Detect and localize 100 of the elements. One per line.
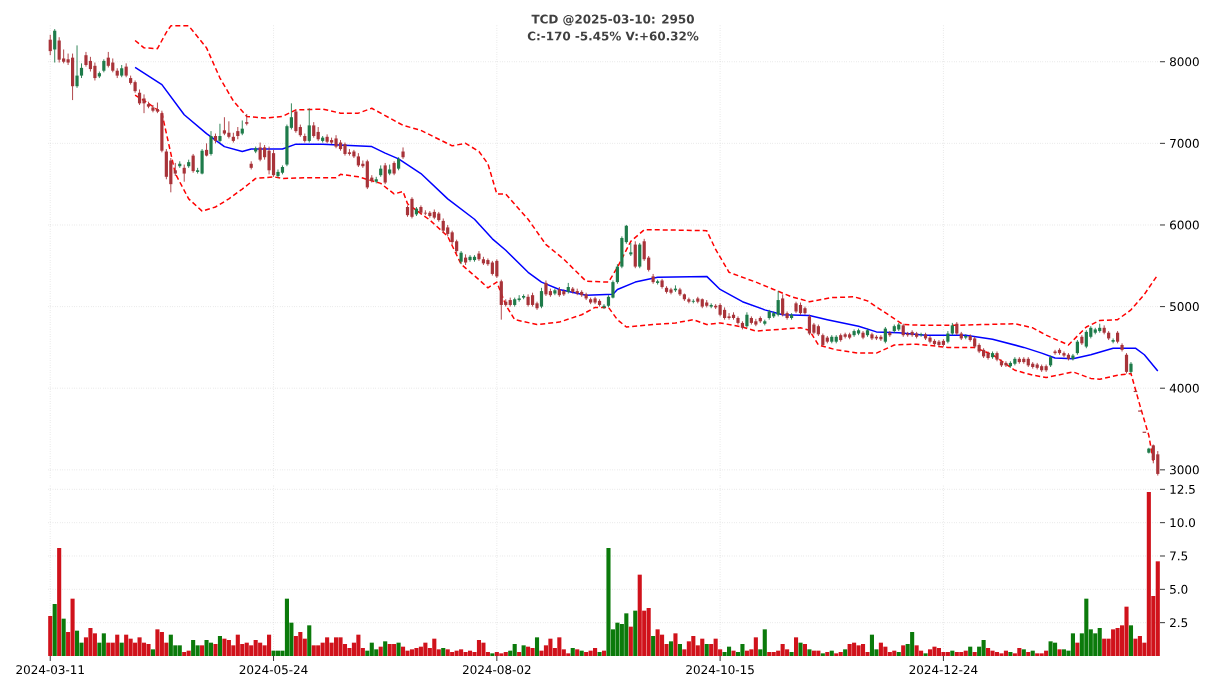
bar bbox=[208, 642, 214, 656]
x-tick-label: 2024-12-24 bbox=[909, 665, 978, 675]
bar bbox=[1057, 649, 1062, 656]
bar bbox=[624, 613, 629, 656]
bar bbox=[499, 653, 504, 656]
bar bbox=[258, 642, 263, 656]
candlestick bbox=[57, 36, 61, 63]
bar bbox=[57, 548, 62, 656]
bar bbox=[936, 648, 941, 656]
candlestick bbox=[539, 287, 544, 309]
bar bbox=[521, 645, 526, 656]
bar bbox=[878, 642, 883, 656]
candlestick bbox=[218, 123, 222, 143]
bar bbox=[892, 650, 897, 656]
candlestick bbox=[852, 329, 856, 338]
candlestick bbox=[209, 130, 213, 157]
bar bbox=[1146, 492, 1151, 656]
candlestick bbox=[75, 44, 79, 89]
bar bbox=[307, 625, 312, 656]
bar bbox=[74, 630, 80, 656]
bar bbox=[454, 650, 459, 656]
bar bbox=[601, 650, 607, 656]
bar bbox=[584, 652, 589, 656]
bar bbox=[191, 640, 196, 656]
candlestick bbox=[325, 133, 329, 144]
bar bbox=[284, 598, 289, 656]
candlestick bbox=[919, 332, 923, 338]
candlestick bbox=[499, 279, 503, 321]
bar bbox=[168, 634, 173, 656]
bar bbox=[651, 636, 656, 656]
bar bbox=[1111, 629, 1116, 656]
candlestick bbox=[781, 293, 785, 317]
bar bbox=[48, 616, 53, 656]
candlestick bbox=[365, 159, 369, 190]
candlestick bbox=[258, 142, 262, 162]
bar bbox=[61, 618, 66, 656]
candlestick bbox=[1111, 337, 1115, 344]
bar bbox=[829, 650, 834, 656]
bar bbox=[177, 645, 182, 656]
bar bbox=[838, 652, 843, 656]
candlestick bbox=[271, 149, 276, 178]
candlestick bbox=[624, 224, 628, 245]
bar bbox=[807, 649, 812, 656]
bar bbox=[146, 644, 151, 656]
bar bbox=[88, 628, 93, 656]
bar bbox=[856, 645, 861, 656]
bar bbox=[914, 645, 919, 656]
bar bbox=[463, 652, 468, 656]
bar bbox=[356, 634, 361, 656]
bar bbox=[677, 644, 682, 656]
bar bbox=[1075, 642, 1080, 656]
candlestick bbox=[776, 290, 780, 317]
bar bbox=[1017, 648, 1022, 656]
bar bbox=[731, 650, 736, 656]
candlestick bbox=[1062, 351, 1066, 358]
bar bbox=[816, 650, 821, 656]
bar bbox=[950, 650, 955, 656]
bar bbox=[481, 642, 486, 656]
y-tick-label: 5000 bbox=[1170, 302, 1199, 312]
bar bbox=[200, 645, 205, 656]
bar bbox=[945, 652, 950, 656]
bar bbox=[271, 650, 276, 656]
bar bbox=[418, 646, 423, 656]
bar bbox=[1003, 650, 1008, 656]
bar bbox=[1021, 649, 1026, 656]
bar bbox=[588, 650, 593, 656]
candlestick bbox=[468, 254, 472, 263]
candlestick bbox=[1004, 360, 1008, 368]
bar bbox=[338, 637, 343, 656]
bar bbox=[253, 640, 258, 656]
bar bbox=[1061, 649, 1067, 656]
candlestick bbox=[986, 351, 990, 361]
bar bbox=[325, 637, 330, 656]
bar bbox=[566, 653, 571, 656]
x-tick-label: 2024-08-02 bbox=[462, 665, 531, 675]
bar bbox=[1084, 598, 1089, 656]
bar bbox=[526, 646, 531, 656]
bar bbox=[155, 629, 160, 656]
bar bbox=[423, 642, 428, 656]
bar bbox=[834, 653, 839, 656]
bar bbox=[186, 650, 191, 656]
bar bbox=[494, 652, 499, 656]
bar bbox=[798, 642, 803, 656]
candlestick bbox=[267, 146, 271, 175]
bar bbox=[575, 649, 580, 656]
bar bbox=[637, 574, 642, 656]
bar bbox=[400, 646, 406, 656]
candlestick bbox=[410, 196, 414, 219]
bar bbox=[780, 644, 785, 656]
bar bbox=[932, 646, 937, 656]
bar bbox=[476, 640, 482, 656]
candlestick bbox=[477, 250, 481, 262]
candlestick bbox=[633, 240, 637, 269]
candlestick bbox=[526, 293, 530, 308]
bar bbox=[704, 644, 709, 656]
bar bbox=[700, 638, 705, 656]
bar bbox=[137, 637, 142, 656]
bar bbox=[843, 649, 848, 656]
candlestick bbox=[276, 169, 280, 179]
y-tick-label: 4000 bbox=[1169, 383, 1199, 393]
